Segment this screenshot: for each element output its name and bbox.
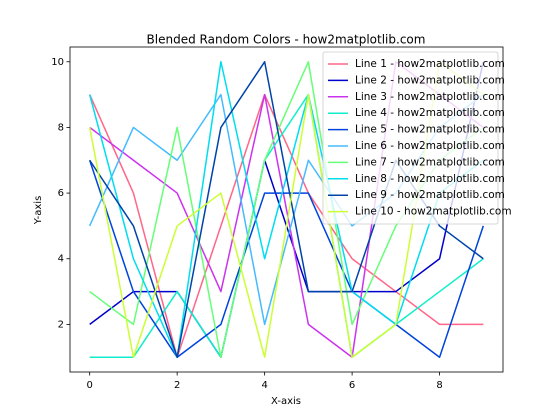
- x-tick-label: 0: [86, 380, 92, 391]
- legend-label: Line 2 - how2matplotlib.com: [355, 74, 505, 86]
- y-tick-label: 8: [58, 122, 64, 133]
- legend-label: Line 3 - how2matplotlib.com: [355, 91, 505, 103]
- x-axis-label: X-axis: [271, 396, 301, 407]
- plot-frame: [69, 46, 504, 373]
- legend-label: Line 10 - how2matplotlib.com: [355, 206, 512, 218]
- legend-label: Line 1 - how2matplotlib.com: [355, 58, 505, 70]
- y-tick-label: 4: [58, 254, 64, 265]
- legend-label: Line 9 - how2matplotlib.com: [355, 189, 505, 201]
- legend-label: Line 5 - how2matplotlib.com: [355, 124, 505, 136]
- x-tick-label: 6: [349, 380, 355, 391]
- legend-label: Line 6 - how2matplotlib.com: [355, 140, 505, 152]
- chart-title: Blended Random Colors - how2matplotlib.c…: [147, 33, 426, 47]
- x-tick-label: 2: [174, 380, 180, 391]
- y-tick-label: 10: [51, 57, 64, 68]
- legend: Line 1 - how2matplotlib.com Line 2 - how2…: [322, 51, 512, 225]
- legend-label: Line 8 - how2matplotlib.com: [355, 173, 505, 185]
- y-tick-label: 6: [58, 188, 64, 199]
- x-tick-label: 4: [261, 380, 267, 391]
- x-tick-label: 8: [436, 380, 442, 391]
- legend-label: Line 4 - how2matplotlib.com: [355, 107, 505, 119]
- y-axis-label: Y-axis: [33, 196, 44, 226]
- legend-box: [322, 51, 499, 225]
- line-series: [88, 160, 485, 358]
- legend-label: Line 7 - how2matplotlib.com: [355, 156, 505, 168]
- y-tick-label: 2: [58, 319, 64, 330]
